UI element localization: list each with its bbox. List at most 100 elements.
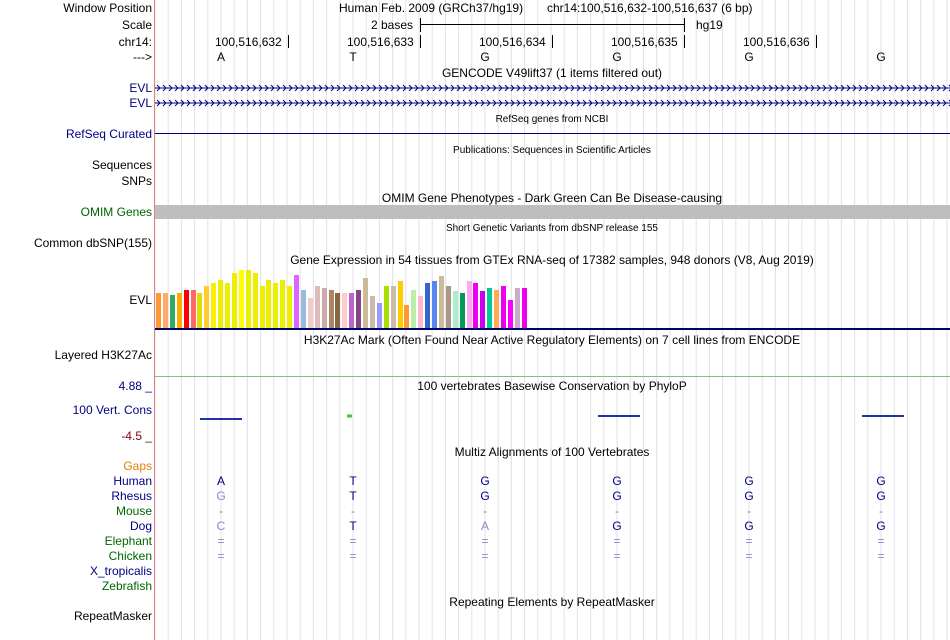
refseq-track-label[interactable]: RefSeq Curated bbox=[65, 127, 152, 141]
strand-arrow bbox=[840, 99, 845, 107]
gtex-tissue-bar[interactable] bbox=[411, 290, 417, 328]
gtex-tissue-bar[interactable] bbox=[162, 293, 168, 328]
gtex-tissue-bar[interactable] bbox=[307, 298, 313, 328]
strand-arrow bbox=[246, 99, 251, 107]
gtex-tissue-bar[interactable] bbox=[314, 286, 320, 328]
gtex-tissue-bar[interactable] bbox=[321, 288, 327, 328]
gtex-tissue-bar[interactable] bbox=[259, 286, 265, 328]
gtex-tissue-bar[interactable] bbox=[418, 296, 424, 328]
gtex-tissue-bar[interactable] bbox=[404, 305, 410, 328]
gtex-tissue-bar[interactable] bbox=[383, 286, 389, 328]
omim-bar[interactable] bbox=[155, 205, 950, 219]
gtex-tissue-bar[interactable] bbox=[211, 283, 217, 328]
refseq-line[interactable] bbox=[155, 133, 950, 134]
snps-track-label[interactable]: SNPs bbox=[121, 174, 152, 188]
scale-text: 2 bases bbox=[371, 18, 414, 32]
strand-arrow bbox=[450, 99, 455, 107]
strand-arrow bbox=[468, 84, 473, 92]
gtex-tissue-bar[interactable] bbox=[521, 288, 527, 328]
gtex-tissue-bar[interactable] bbox=[480, 291, 486, 328]
gtex-tissue-bar[interactable] bbox=[445, 286, 451, 328]
gtex-tissue-bar[interactable] bbox=[369, 296, 375, 328]
gtex-tissue-bar[interactable] bbox=[266, 280, 272, 328]
sequences-track-label[interactable]: Sequences bbox=[91, 158, 152, 172]
gtex-tissue-bar[interactable] bbox=[287, 286, 293, 328]
phylop-signal[interactable] bbox=[155, 408, 950, 428]
gtex-tissue-bar[interactable] bbox=[328, 290, 334, 328]
gaps-label[interactable]: Gaps bbox=[123, 459, 152, 473]
strand-arrow bbox=[492, 84, 497, 92]
gtex-tissue-bar[interactable] bbox=[507, 300, 513, 328]
strand-arrow bbox=[462, 84, 467, 92]
gtex-tissue-bar[interactable] bbox=[190, 290, 196, 328]
mouse-label[interactable]: Mouse bbox=[115, 504, 152, 518]
gtex-tissue-bar[interactable] bbox=[397, 281, 403, 328]
alignment-base: = bbox=[877, 534, 885, 548]
gtex-tissue-bar[interactable] bbox=[438, 276, 444, 328]
gtex-tissue-bar[interactable] bbox=[342, 293, 348, 328]
gtex-tissue-bar[interactable] bbox=[390, 286, 396, 328]
gtex-tissue-bar[interactable] bbox=[466, 281, 472, 328]
alignment-base: - bbox=[483, 504, 487, 518]
coordinate-tick bbox=[816, 35, 817, 48]
gtex-tissue-bar[interactable] bbox=[197, 293, 203, 328]
gtex-tissue-bar[interactable] bbox=[349, 293, 355, 328]
gtex-tissue-bar[interactable] bbox=[494, 290, 500, 328]
gtex-tissue-bar[interactable] bbox=[231, 273, 237, 328]
gtex-tissue-bar[interactable] bbox=[176, 293, 182, 328]
gtex-tissue-bar[interactable] bbox=[300, 290, 306, 328]
elephant-label[interactable]: Elephant bbox=[104, 534, 152, 548]
gtex-tissue-bar[interactable] bbox=[356, 290, 362, 328]
gtex-evl-label[interactable]: EVL bbox=[129, 293, 152, 307]
gtex-tissue-bar[interactable] bbox=[252, 273, 258, 328]
strand-arrow bbox=[216, 99, 221, 107]
h3k27ac-track-label[interactable]: Layered H3K27Ac bbox=[54, 348, 152, 362]
gtex-tissue-bar[interactable] bbox=[204, 286, 210, 328]
gtex-tissue-bar[interactable] bbox=[452, 291, 458, 328]
gtex-tissue-bar[interactable] bbox=[432, 281, 437, 328]
gtex-tissue-bar[interactable] bbox=[238, 270, 244, 328]
evl-track-label-1[interactable]: EVL bbox=[129, 81, 152, 95]
zebrafish-label[interactable]: Zebrafish bbox=[101, 579, 152, 593]
dog-label[interactable]: Dog bbox=[129, 519, 152, 533]
strand-arrow bbox=[822, 99, 827, 107]
gtex-bar-chart[interactable] bbox=[155, 268, 950, 328]
strand-arrow bbox=[864, 84, 869, 92]
x-tropicalis-label[interactable]: X_tropicalis bbox=[89, 564, 152, 578]
evl-track-label-2[interactable]: EVL bbox=[129, 96, 152, 110]
strand-arrow bbox=[672, 99, 677, 107]
gtex-tissue-bar[interactable] bbox=[335, 293, 341, 328]
scale-bar bbox=[420, 18, 685, 32]
gtex-tissue-bar[interactable] bbox=[225, 283, 230, 328]
gencode-title: GENCODE V49lift37 (1 items filtered out) bbox=[441, 66, 663, 80]
rhesus-label[interactable]: Rhesus bbox=[111, 489, 152, 503]
human-label[interactable]: Human bbox=[113, 474, 152, 488]
evl-transcripts[interactable] bbox=[155, 80, 950, 112]
strand-arrow bbox=[534, 84, 539, 92]
gtex-tissue-bar[interactable] bbox=[218, 280, 224, 328]
gtex-tissue-bar[interactable] bbox=[459, 293, 465, 328]
gtex-tissue-bar[interactable] bbox=[294, 275, 299, 328]
gtex-tissue-bar[interactable] bbox=[376, 303, 382, 328]
gtex-tissue-bar[interactable] bbox=[501, 286, 506, 328]
strand-arrow bbox=[414, 99, 419, 107]
strand-arrow bbox=[210, 99, 215, 107]
gtex-tissue-bar[interactable] bbox=[183, 290, 189, 328]
gtex-tissue-bar[interactable] bbox=[169, 295, 175, 328]
gtex-tissue-bar[interactable] bbox=[156, 293, 161, 328]
common-dbsnp-track-label[interactable]: Common dbSNP(155) bbox=[33, 236, 152, 250]
repeatmasker-track-label[interactable]: RepeatMasker bbox=[73, 609, 152, 623]
gtex-tissue-bar[interactable] bbox=[363, 278, 368, 328]
chicken-label[interactable]: Chicken bbox=[108, 549, 152, 563]
gtex-tissue-bar[interactable] bbox=[514, 288, 520, 328]
gtex-tissue-bar[interactable] bbox=[425, 283, 431, 328]
gtex-tissue-bar[interactable] bbox=[487, 288, 493, 328]
gtex-tissue-bar[interactable] bbox=[280, 280, 286, 328]
gtex-tissue-bar[interactable] bbox=[245, 270, 251, 328]
strand-arrow bbox=[474, 84, 479, 92]
omim-track-label[interactable]: OMIM Genes bbox=[80, 205, 152, 219]
cons-track-label[interactable]: 100 Vert. Cons bbox=[72, 403, 152, 417]
gtex-tissue-bar[interactable] bbox=[273, 283, 279, 328]
gtex-tissue-bar[interactable] bbox=[473, 283, 479, 328]
strand-arrow bbox=[426, 84, 431, 92]
